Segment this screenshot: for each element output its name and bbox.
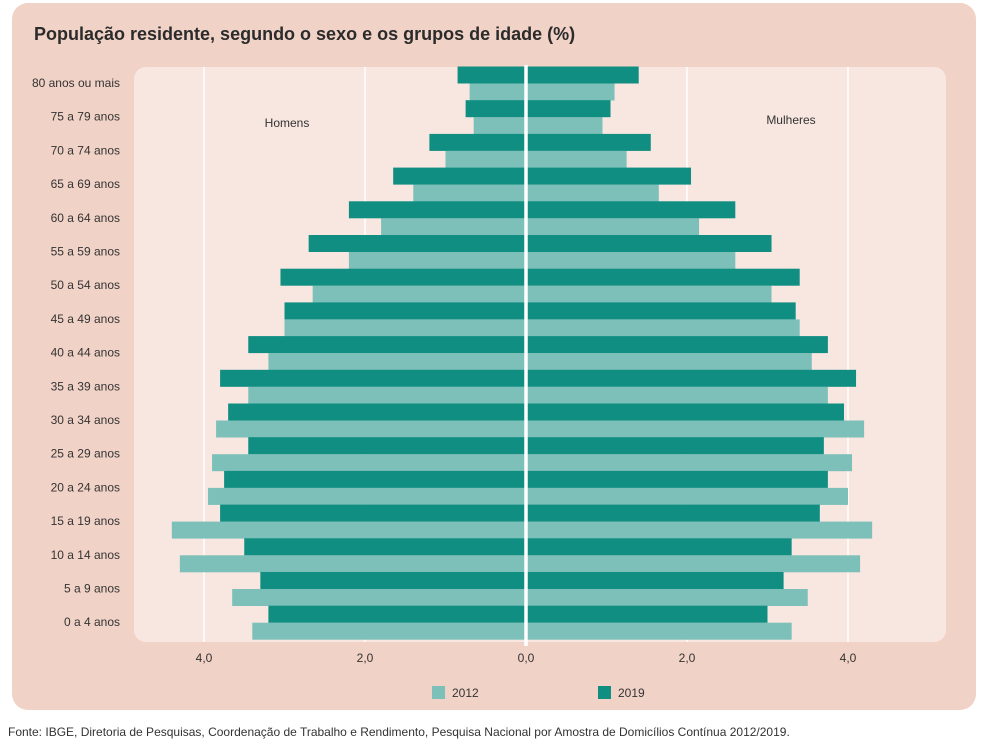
bar-mulheres-2019 [526, 605, 768, 623]
bar-homens-2019 [248, 336, 526, 354]
bar-mulheres-2019 [526, 133, 651, 151]
category-label: 15 a 19 anos [51, 514, 120, 528]
bar-mulheres-2012 [526, 589, 808, 606]
category-label: 70 a 74 anos [51, 143, 120, 157]
bar-homens-2019 [393, 167, 526, 185]
category-label: 80 anos ou mais [32, 76, 120, 90]
bar-homens-2019 [268, 605, 526, 623]
bar-mulheres-2012 [526, 353, 812, 371]
bar-mulheres-2019 [526, 369, 857, 387]
x-tick-label: 4,0 [840, 651, 857, 665]
bar-mulheres-2012 [526, 83, 615, 101]
bar-mulheres-2019 [526, 268, 800, 286]
legend-swatch-2012 [432, 686, 445, 699]
bar-mulheres-2019 [526, 235, 772, 252]
bar-mulheres-2019 [526, 572, 784, 589]
source-note: Fonte: IBGE, Diretoria de Pesquisas, Coo… [8, 725, 790, 739]
category-label: 65 a 69 anos [51, 177, 120, 191]
bar-homens-2012 [445, 150, 526, 168]
bar-mulheres-2019 [526, 167, 692, 185]
bar-homens-2012 [473, 117, 526, 135]
bar-homens-2019 [244, 538, 526, 556]
bar-mulheres-2019 [526, 437, 824, 455]
bar-homens-2019 [308, 235, 526, 252]
chart-title: População residente, segundo o sexo e os… [34, 24, 576, 44]
category-label: 45 a 49 anos [51, 312, 120, 326]
bar-homens-2012 [232, 589, 527, 606]
legend-swatch-2019 [598, 686, 611, 699]
bar-homens-2019 [429, 133, 526, 151]
category-label: 55 a 59 anos [51, 245, 120, 259]
bar-mulheres-2019 [526, 403, 844, 421]
side-label-mulheres: Mulheres [766, 113, 815, 127]
bar-mulheres-2012 [526, 117, 603, 135]
category-label: 50 a 54 anos [51, 278, 120, 292]
bar-homens-2019 [248, 437, 526, 455]
bar-mulheres-2012 [526, 184, 659, 202]
bar-homens-2012 [348, 252, 526, 269]
x-tick-label: 0,0 [518, 651, 535, 665]
bar-homens-2012 [381, 218, 526, 236]
bar-mulheres-2012 [526, 622, 792, 640]
category-label: 60 a 64 anos [51, 211, 120, 225]
category-label: 20 a 24 anos [51, 480, 120, 494]
category-label: 35 a 39 anos [51, 379, 120, 393]
bar-homens-2012 [179, 555, 526, 573]
side-label-homens: Homens [265, 116, 310, 130]
bar-homens-2012 [268, 353, 526, 371]
bar-mulheres-2012 [526, 555, 861, 573]
bar-mulheres-2019 [526, 66, 639, 84]
bar-homens-2019 [457, 66, 526, 84]
bar-homens-2019 [228, 403, 526, 421]
bar-mulheres-2012 [526, 252, 736, 269]
bar-homens-2012 [171, 521, 527, 539]
bar-homens-2019 [260, 572, 526, 589]
bar-homens-2019 [224, 470, 526, 488]
bar-mulheres-2019 [526, 201, 736, 219]
bar-mulheres-2019 [526, 538, 792, 556]
x-tick-label: 2,0 [679, 651, 696, 665]
bar-mulheres-2012 [526, 150, 627, 168]
bar-homens-2012 [208, 487, 526, 505]
bar-mulheres-2012 [526, 285, 772, 303]
legend-label-2019: 2019 [618, 686, 645, 700]
bar-mulheres-2019 [526, 336, 828, 354]
bar-mulheres-2012 [526, 420, 865, 438]
bar-mulheres-2019 [526, 470, 828, 488]
category-label: 75 a 79 anos [51, 110, 120, 124]
bar-homens-2012 [284, 319, 526, 337]
x-tick-label: 2,0 [357, 651, 374, 665]
category-label: 10 a 14 anos [51, 548, 120, 562]
bar-mulheres-2012 [526, 386, 828, 404]
bar-homens-2012 [216, 420, 526, 438]
category-label: 30 a 34 anos [51, 413, 120, 427]
bar-mulheres-2019 [526, 504, 820, 522]
bar-mulheres-2012 [526, 218, 700, 236]
category-label: 40 a 44 anos [51, 346, 120, 360]
category-label: 0 a 4 anos [64, 615, 120, 629]
bar-homens-2019 [348, 201, 526, 219]
bar-homens-2012 [248, 386, 526, 404]
bar-homens-2012 [469, 83, 526, 101]
bar-homens-2012 [212, 454, 527, 472]
bar-mulheres-2012 [526, 319, 800, 337]
category-label: 5 a 9 anos [64, 582, 120, 596]
category-label: 25 a 29 anos [51, 447, 120, 461]
bar-homens-2019 [284, 302, 526, 320]
bar-homens-2019 [220, 504, 526, 522]
bar-mulheres-2012 [526, 454, 853, 472]
bar-homens-2019 [220, 369, 526, 387]
bar-homens-2019 [465, 100, 526, 118]
bar-mulheres-2012 [526, 487, 848, 505]
bar-homens-2012 [252, 622, 527, 640]
bar-mulheres-2019 [526, 100, 611, 118]
bar-homens-2012 [312, 285, 526, 303]
bar-mulheres-2019 [526, 302, 796, 320]
bar-homens-2012 [413, 184, 526, 202]
bar-mulheres-2012 [526, 521, 873, 539]
bar-homens-2019 [280, 268, 526, 286]
legend-label-2012: 2012 [452, 686, 479, 700]
x-tick-label: 4,0 [196, 651, 213, 665]
